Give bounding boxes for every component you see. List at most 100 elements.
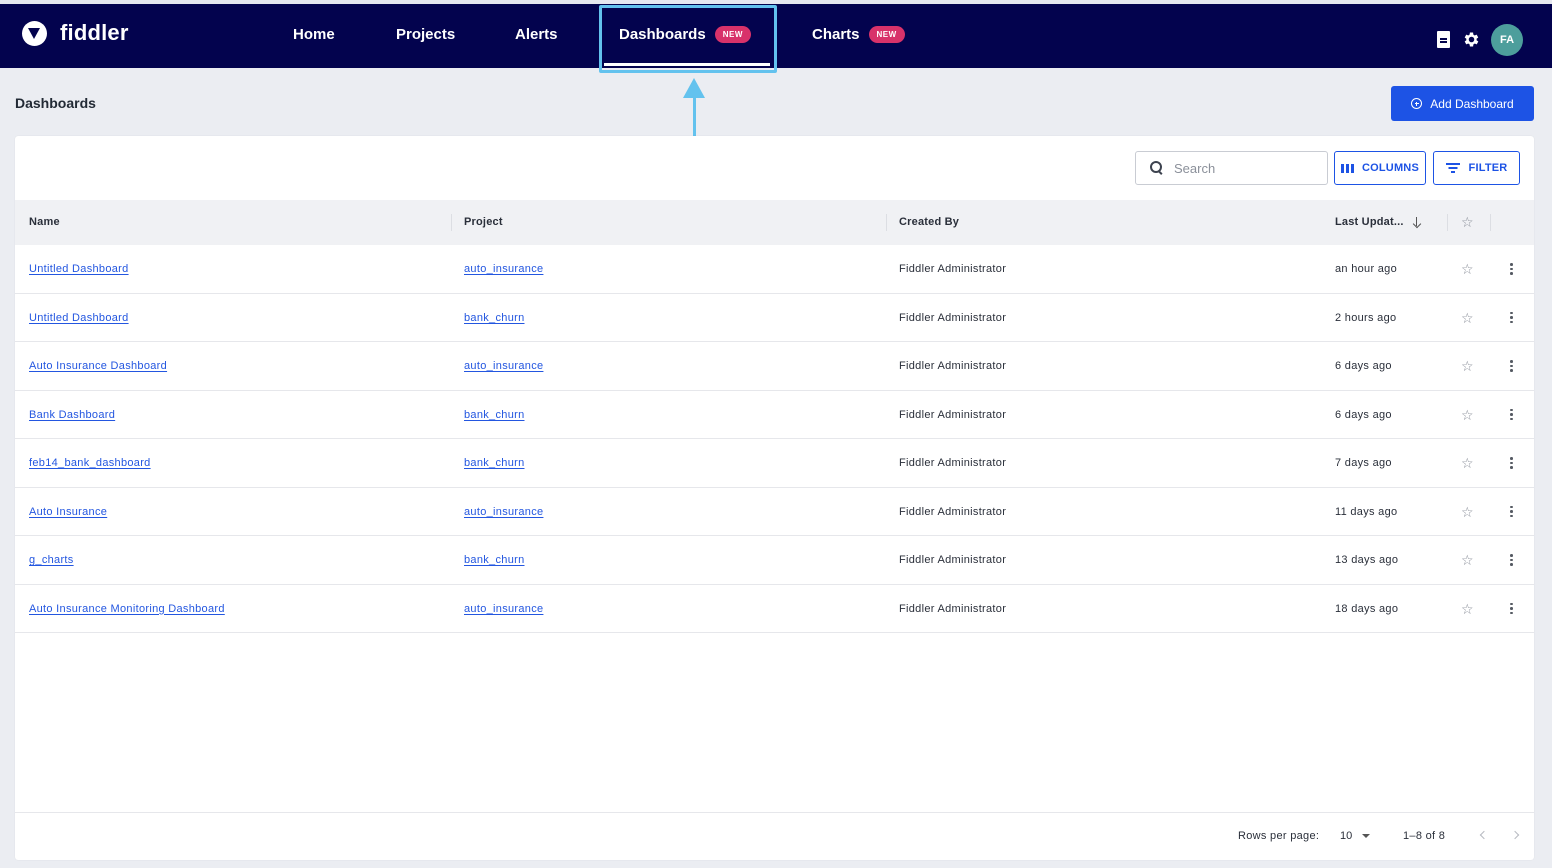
- table-row[interactable]: Bank Dashboard bank_churn Fiddler Administ…: [15, 391, 1534, 439]
- project-link[interactable]: auto_insurance: [464, 360, 544, 372]
- nav-item-dashboards[interactable]: Dashboards NEW: [619, 26, 751, 43]
- dashboard-name-link[interactable]: Bank Dashboard: [29, 408, 116, 421]
- column-header-name[interactable]: Name: [29, 216, 60, 228]
- chevron-right-icon[interactable]: [1510, 830, 1520, 840]
- brand[interactable]: fiddler: [22, 20, 129, 46]
- table-row[interactable]: Auto Insurance Dashboard auto_insurance Fi…: [15, 342, 1534, 391]
- project-link[interactable]: bank_churn: [464, 408, 525, 421]
- column-header-created-by[interactable]: Created By: [899, 216, 960, 228]
- star-icon[interactable]: ☆: [1461, 214, 1474, 230]
- add-dashboard-button[interactable]: Add Dashboard: [1391, 86, 1534, 121]
- table-row[interactable]: Untitled Dashboard auto_insurance Fiddler …: [15, 245, 1534, 294]
- rows-per-page-label: Rows per page:: [1238, 830, 1320, 842]
- annotation-highlight-box: [599, 5, 777, 73]
- project-link[interactable]: auto_insurance: [464, 505, 544, 518]
- kebab-icon[interactable]: [1510, 311, 1513, 324]
- column-separator[interactable]: [451, 214, 452, 231]
- dashboard-name-link[interactable]: Auto Insurance: [29, 505, 108, 518]
- last-updated-cell: 6 days ago: [1335, 408, 1392, 421]
- search-icon: [1150, 161, 1164, 175]
- nav-item-charts[interactable]: Charts NEW: [812, 26, 905, 43]
- column-separator[interactable]: [1447, 214, 1448, 231]
- created-by-cell: Fiddler Administrator: [899, 311, 1007, 324]
- star-icon[interactable]: ☆: [1461, 600, 1474, 617]
- column-header-last-updated[interactable]: Last Updat...: [1335, 200, 1421, 245]
- last-updated-cell: an hour ago: [1335, 263, 1398, 275]
- dashboards-table-card: COLUMNS FILTER Name Project Created By L…: [15, 136, 1534, 860]
- brand-name: fiddler: [60, 20, 129, 45]
- last-updated-cell: 11 days ago: [1335, 505, 1398, 518]
- star-icon[interactable]: ☆: [1461, 261, 1474, 277]
- add-dashboard-label: Add Dashboard: [1430, 96, 1514, 111]
- columns-button[interactable]: COLUMNS: [1334, 151, 1426, 185]
- gear-icon[interactable]: [1462, 30, 1481, 49]
- project-link[interactable]: bank_churn: [464, 457, 525, 469]
- kebab-icon[interactable]: [1510, 554, 1513, 566]
- kebab-icon[interactable]: [1510, 263, 1513, 275]
- created-by-cell: Fiddler Administrator: [899, 554, 1007, 566]
- filter-button[interactable]: FILTER: [1433, 151, 1520, 185]
- nav-item-label: Home: [293, 26, 335, 43]
- dashboard-name-link[interactable]: Auto Insurance Monitoring Dashboard: [29, 602, 225, 615]
- filter-label: FILTER: [1468, 162, 1508, 174]
- dashboard-name-link[interactable]: Untitled Dashboard: [29, 311, 129, 324]
- kebab-icon[interactable]: [1510, 408, 1513, 421]
- avatar[interactable]: FA: [1491, 24, 1523, 56]
- search-input[interactable]: [1174, 160, 1314, 176]
- nav-item-home[interactable]: Home: [293, 26, 335, 43]
- document-icon[interactable]: [1437, 31, 1450, 48]
- nav-item-projects[interactable]: Projects: [396, 26, 455, 43]
- column-separator[interactable]: [886, 214, 887, 231]
- kebab-icon[interactable]: [1510, 602, 1513, 615]
- project-link[interactable]: auto_insurance: [464, 263, 544, 275]
- star-icon[interactable]: ☆: [1461, 455, 1474, 471]
- columns-label: COLUMNS: [1361, 162, 1419, 174]
- column-header-label: Last Updat...: [1335, 216, 1404, 228]
- table-row[interactable]: g_charts bank_churn Fiddler Administrator 1…: [15, 536, 1534, 585]
- fiddler-logo-icon: [22, 20, 47, 46]
- column-header-project[interactable]: Project: [464, 216, 503, 228]
- column-separator[interactable]: [1490, 214, 1491, 231]
- plus-circle-icon: [1411, 98, 1423, 109]
- created-by-cell: Fiddler Administrator: [899, 457, 1007, 469]
- star-icon[interactable]: ☆: [1461, 358, 1474, 374]
- sort-down-icon[interactable]: [1413, 217, 1421, 227]
- dashboard-name-link[interactable]: feb14_bank_dashboard: [29, 457, 151, 469]
- last-updated-cell: 18 days ago: [1335, 602, 1399, 615]
- nav-item-alerts[interactable]: Alerts: [515, 26, 558, 43]
- nav-item-label: Charts: [812, 26, 860, 43]
- rows-per-page-select[interactable]: 10: [1340, 830, 1371, 842]
- table-row[interactable]: Auto Insurance Monitoring Dashboard auto_…: [15, 585, 1534, 633]
- star-icon[interactable]: ☆: [1461, 309, 1474, 326]
- last-updated-cell: 6 days ago: [1335, 360, 1392, 372]
- rows-per-page-value: 10: [1340, 830, 1353, 842]
- page-title: Dashboards: [15, 95, 96, 111]
- nav-item-label: Alerts: [515, 26, 558, 43]
- created-by-cell: Fiddler Administrator: [899, 360, 1007, 372]
- table-row[interactable]: feb14_bank_dashboard bank_churn Fiddler Ad…: [15, 439, 1534, 488]
- chevron-left-icon[interactable]: [1479, 830, 1489, 840]
- new-badge: NEW: [868, 26, 905, 43]
- caret-down-icon: [1362, 834, 1371, 838]
- dashboard-name-link[interactable]: Untitled Dashboard: [29, 263, 129, 275]
- new-badge: NEW: [714, 26, 751, 43]
- annotation-arrow-head: [683, 78, 705, 98]
- search-box[interactable]: [1135, 151, 1328, 185]
- table-row[interactable]: Auto Insurance auto_insurance Fiddler Admi…: [15, 488, 1534, 536]
- filter-icon: [1445, 163, 1460, 173]
- star-icon[interactable]: ☆: [1461, 552, 1474, 568]
- project-link[interactable]: bank_churn: [464, 311, 525, 324]
- kebab-icon[interactable]: [1510, 505, 1513, 518]
- dashboard-name-link[interactable]: g_charts: [29, 554, 74, 566]
- project-link[interactable]: bank_churn: [464, 554, 525, 566]
- last-updated-cell: 7 days ago: [1335, 457, 1392, 469]
- star-icon[interactable]: ☆: [1461, 503, 1474, 520]
- project-link[interactable]: auto_insurance: [464, 602, 544, 615]
- kebab-icon[interactable]: [1510, 457, 1513, 469]
- table-row[interactable]: Untitled Dashboard bank_churn Fiddler Admi…: [15, 294, 1534, 342]
- created-by-cell: Fiddler Administrator: [899, 505, 1007, 518]
- dashboard-name-link[interactable]: Auto Insurance Dashboard: [29, 360, 168, 372]
- nav-item-label: Projects: [396, 26, 456, 43]
- kebab-icon[interactable]: [1510, 360, 1513, 372]
- star-icon[interactable]: ☆: [1461, 406, 1474, 423]
